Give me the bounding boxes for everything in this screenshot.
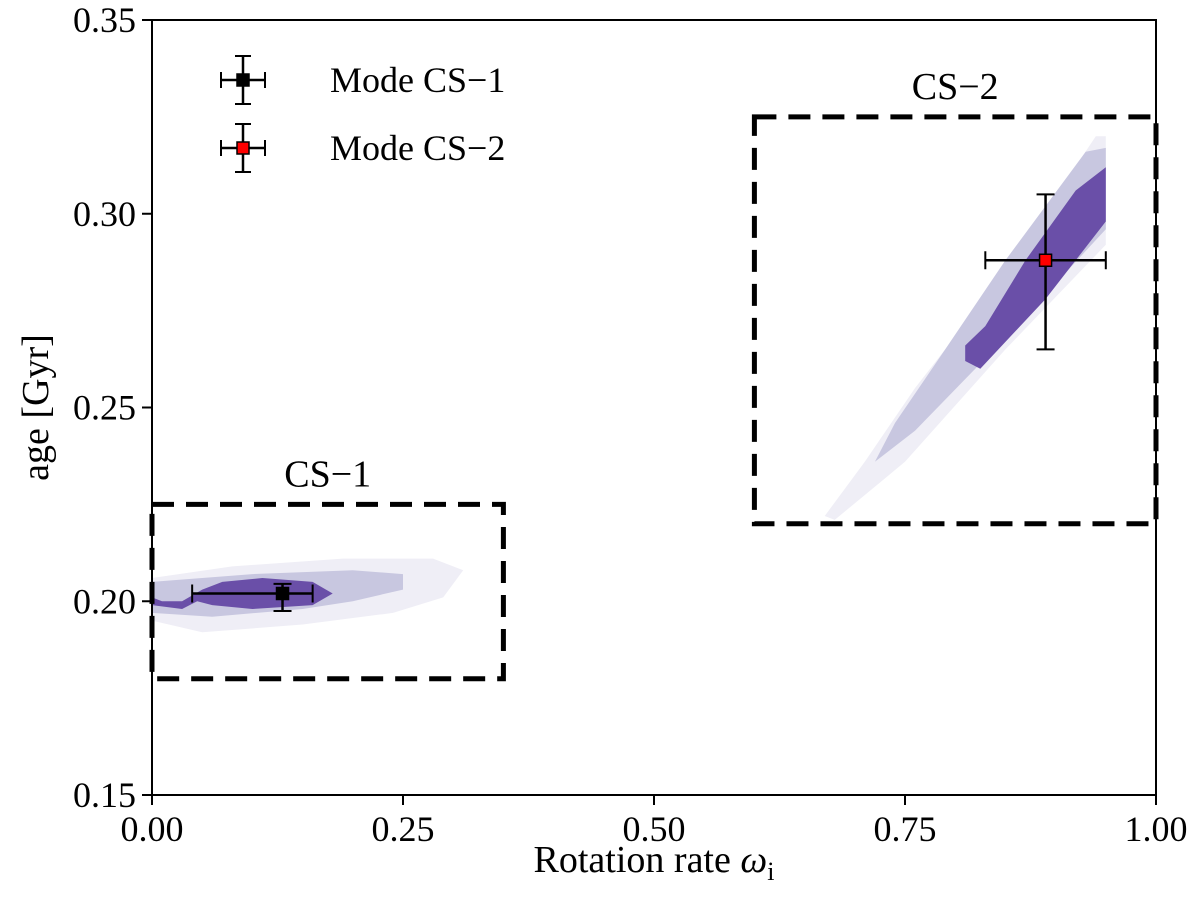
- axis-ticks: 0.00 0.25 0.50 0.75 1.00 0.15 0.20 0.25 0.30 0.35: [73, 0, 1188, 849]
- y-tick-label: 0.30: [73, 194, 136, 234]
- data-point-1: [191, 582, 314, 612]
- mode-box-label-1: CS−1: [284, 453, 371, 495]
- y-tick-label: 0.35: [73, 0, 136, 40]
- x-axis-title-subscript: i: [767, 857, 774, 886]
- x-tick-label: 0.75: [874, 809, 937, 849]
- y-tick-label: 0.25: [73, 388, 136, 428]
- x-axis-title-symbol: ω: [740, 839, 767, 881]
- legend-entry-2: Mode CS−2: [220, 123, 505, 173]
- x-tick-label: 1.00: [1125, 809, 1188, 849]
- x-tick-label: 0.50: [623, 809, 686, 849]
- x-tick-label: 0.00: [121, 809, 184, 849]
- data-marker: [275, 586, 290, 601]
- data-points: [191, 193, 1107, 612]
- density-contours: [152, 136, 1106, 633]
- legend: Mode CS−1 Mode CS−2: [220, 55, 505, 173]
- y-tick-label: 0.15: [73, 775, 136, 815]
- mode-box-2: [751, 114, 1159, 527]
- data-marker: [1038, 253, 1053, 267]
- density-contour-4: [874, 147, 1106, 462]
- mode-box-label-2: CS−2: [912, 66, 999, 108]
- y-axis-title: age [Gyr]: [15, 334, 57, 481]
- legend-entry-1: Mode CS−1: [220, 55, 505, 105]
- legend-marker: [236, 141, 250, 155]
- x-axis-title-text: Rotation rate: [534, 839, 741, 881]
- x-axis-title: Rotation rate ωi: [534, 839, 775, 886]
- x-tick-label: 0.25: [372, 809, 435, 849]
- legend-label: Mode CS−1: [330, 60, 505, 100]
- legend-label: Mode CS−2: [330, 128, 505, 168]
- legend-marker: [236, 73, 250, 87]
- y-tick-label: 0.20: [73, 581, 136, 621]
- data-point-2: [984, 193, 1107, 351]
- density-contour-5: [965, 167, 1106, 369]
